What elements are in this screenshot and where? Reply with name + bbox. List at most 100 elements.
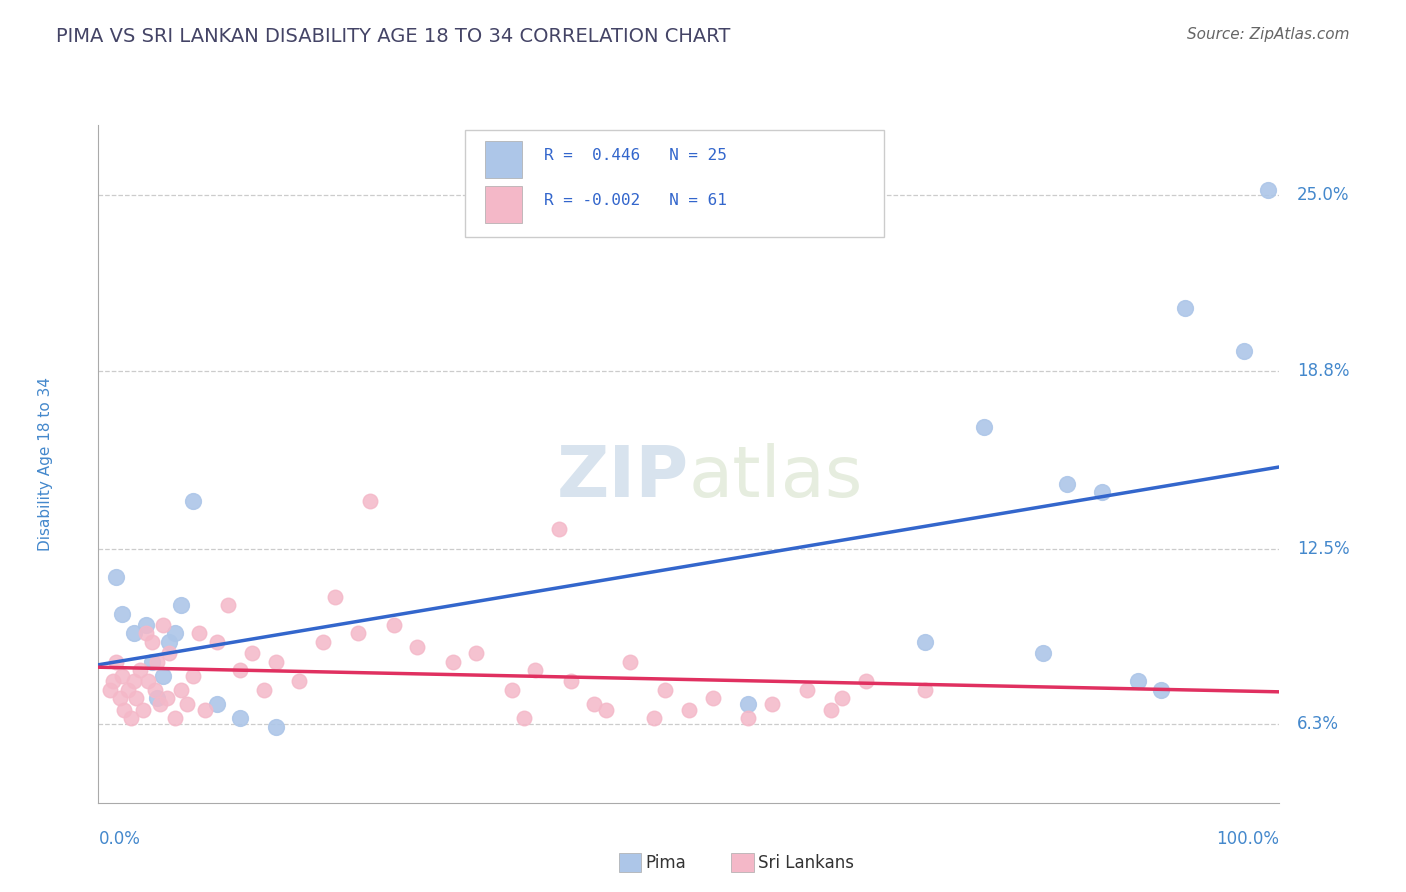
Point	[229, 711, 252, 725]
Point	[1150, 682, 1173, 697]
Point	[101, 674, 124, 689]
Point	[619, 655, 641, 669]
Point	[1056, 476, 1078, 491]
Point	[111, 607, 134, 621]
Point	[217, 598, 239, 612]
Text: 0.0%: 0.0%	[98, 830, 141, 848]
Point	[1032, 646, 1054, 660]
Point	[181, 669, 204, 683]
Point	[914, 635, 936, 649]
Point	[595, 703, 617, 717]
Point	[205, 635, 228, 649]
Point	[737, 697, 759, 711]
Point	[152, 669, 174, 683]
Point	[125, 691, 148, 706]
Point	[441, 655, 464, 669]
Point	[347, 626, 370, 640]
Point	[141, 635, 163, 649]
Point	[761, 697, 783, 711]
Point	[359, 493, 381, 508]
Point	[524, 663, 547, 677]
Text: ZIP: ZIP	[557, 443, 689, 512]
Point	[973, 420, 995, 434]
Point	[122, 626, 145, 640]
Text: 25.0%: 25.0%	[1298, 186, 1350, 204]
Text: Disability Age 18 to 34: Disability Age 18 to 34	[38, 376, 53, 551]
Text: 6.3%: 6.3%	[1298, 714, 1339, 732]
Point	[796, 682, 818, 697]
Point	[105, 655, 128, 669]
Point	[117, 682, 139, 697]
Point	[141, 655, 163, 669]
Point	[702, 691, 724, 706]
Point	[253, 682, 276, 697]
Point	[146, 691, 169, 706]
Point	[143, 682, 166, 697]
Point	[820, 703, 842, 717]
Point	[1126, 674, 1149, 689]
Point	[98, 682, 121, 697]
Point	[156, 691, 179, 706]
Text: PIMA VS SRI LANKAN DISABILITY AGE 18 TO 34 CORRELATION CHART: PIMA VS SRI LANKAN DISABILITY AGE 18 TO …	[56, 27, 731, 45]
Point	[914, 682, 936, 697]
Point	[382, 617, 405, 632]
Point	[512, 711, 534, 725]
Point	[1174, 301, 1197, 316]
Point	[170, 598, 193, 612]
Point	[111, 669, 134, 683]
Point	[128, 663, 150, 677]
Point	[157, 646, 180, 660]
Point	[323, 590, 346, 604]
Point	[149, 697, 172, 711]
Text: Sri Lankans: Sri Lankans	[758, 854, 853, 871]
Text: 100.0%: 100.0%	[1216, 830, 1279, 848]
Point	[465, 646, 488, 660]
Point	[135, 617, 157, 632]
Point	[181, 493, 204, 508]
Point	[205, 697, 228, 711]
Text: atlas: atlas	[689, 443, 863, 512]
Point	[1091, 485, 1114, 500]
Point	[165, 626, 187, 640]
Point	[146, 655, 169, 669]
Text: Pima: Pima	[645, 854, 686, 871]
Point	[560, 674, 582, 689]
Text: 18.8%: 18.8%	[1298, 361, 1350, 380]
Point	[112, 703, 135, 717]
Bar	[485, 186, 523, 223]
Point	[288, 674, 311, 689]
Point	[170, 682, 193, 697]
Point	[229, 663, 252, 677]
Point	[654, 682, 676, 697]
Point	[152, 617, 174, 632]
Point	[105, 570, 128, 584]
Point	[240, 646, 263, 660]
Point	[165, 711, 187, 725]
Point	[831, 691, 853, 706]
Point	[121, 711, 143, 725]
Point	[264, 719, 287, 733]
Point	[737, 711, 759, 725]
Point	[583, 697, 606, 711]
Point	[855, 674, 877, 689]
Point	[406, 640, 429, 655]
Point	[135, 626, 157, 640]
Point	[1233, 343, 1256, 358]
Point	[176, 697, 198, 711]
Text: Source: ZipAtlas.com: Source: ZipAtlas.com	[1187, 27, 1350, 42]
Bar	[485, 141, 523, 178]
Point	[136, 674, 159, 689]
Text: R = -0.002   N = 61: R = -0.002 N = 61	[544, 193, 727, 208]
Point	[501, 682, 523, 697]
Point	[1257, 183, 1279, 197]
Point	[548, 522, 571, 536]
Point	[312, 635, 335, 649]
FancyBboxPatch shape	[464, 129, 884, 236]
Text: R =  0.446   N = 25: R = 0.446 N = 25	[544, 147, 727, 162]
Point	[157, 635, 180, 649]
Point	[187, 626, 209, 640]
Point	[194, 703, 217, 717]
Point	[264, 655, 287, 669]
Point	[643, 711, 665, 725]
Text: 12.5%: 12.5%	[1298, 540, 1350, 558]
